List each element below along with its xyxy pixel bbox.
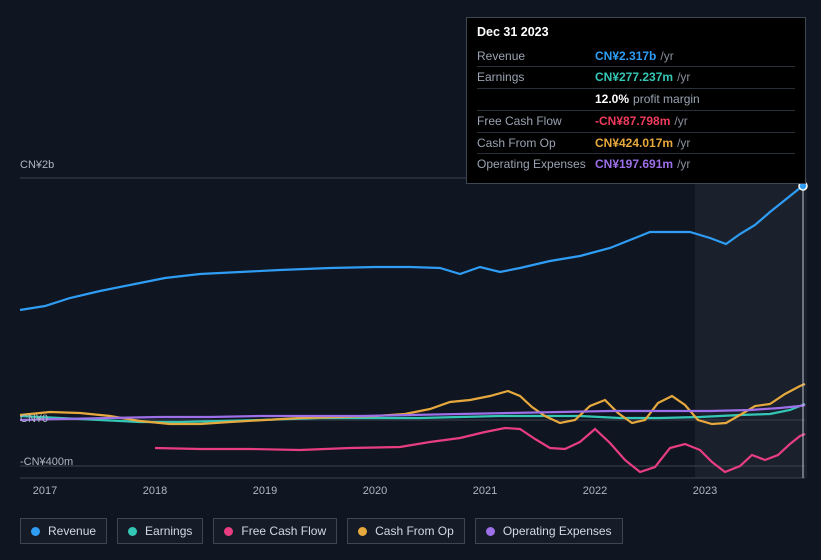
- legend-item-revenue[interactable]: Revenue: [20, 518, 107, 544]
- legend-item-cfo[interactable]: Cash From Op: [347, 518, 465, 544]
- y-axis-label: CN¥2b: [20, 159, 54, 171]
- x-axis-label: 2017: [33, 485, 57, 497]
- area-revenue: [20, 186, 805, 420]
- legend-item-fcf[interactable]: Free Cash Flow: [213, 518, 337, 544]
- legend-label: Free Cash Flow: [241, 524, 326, 538]
- legend-item-earnings[interactable]: Earnings: [117, 518, 203, 544]
- chart-tooltip: Dec 31 2023 RevenueCN¥2.317b/yrEarningsC…: [466, 17, 806, 184]
- legend-label: Cash From Op: [375, 524, 454, 538]
- tooltip-row: Operating ExpensesCN¥197.691m/yr: [477, 153, 795, 175]
- x-axis-label: 2022: [583, 485, 607, 497]
- line-revenue: [20, 186, 805, 310]
- x-axis-label: 2021: [473, 485, 497, 497]
- y-axis-label: CN¥0: [20, 413, 48, 425]
- tooltip-row: Cash From OpCN¥424.017m/yr: [477, 132, 795, 154]
- legend-dot-icon: [128, 527, 137, 536]
- legend-dot-icon: [486, 527, 495, 536]
- legend-item-opex[interactable]: Operating Expenses: [475, 518, 623, 544]
- x-axis-label: 2018: [143, 485, 167, 497]
- legend-label: Operating Expenses: [503, 524, 612, 538]
- tooltip-row: Free Cash Flow-CN¥87.798m/yr: [477, 110, 795, 132]
- chart-container: Dec 31 2023 RevenueCN¥2.317b/yrEarningsC…: [0, 0, 821, 560]
- legend-label: Earnings: [145, 524, 192, 538]
- chart-legend: Revenue Earnings Free Cash Flow Cash From O…: [20, 518, 623, 544]
- tooltip-date: Dec 31 2023: [477, 24, 795, 42]
- x-axis-label: 2020: [363, 485, 387, 497]
- legend-dot-icon: [31, 527, 40, 536]
- legend-dot-icon: [224, 527, 233, 536]
- x-axis-label: 2023: [693, 485, 717, 497]
- tooltip-row-margin: 12.0%profit margin: [477, 88, 795, 110]
- x-axis-label: 2019: [253, 485, 277, 497]
- y-axis-label: -CN¥400m: [20, 456, 73, 468]
- legend-dot-icon: [358, 527, 367, 536]
- legend-label: Revenue: [48, 524, 96, 538]
- tooltip-row: EarningsCN¥277.237m/yr: [477, 66, 795, 88]
- tooltip-row: RevenueCN¥2.317b/yr: [477, 46, 795, 67]
